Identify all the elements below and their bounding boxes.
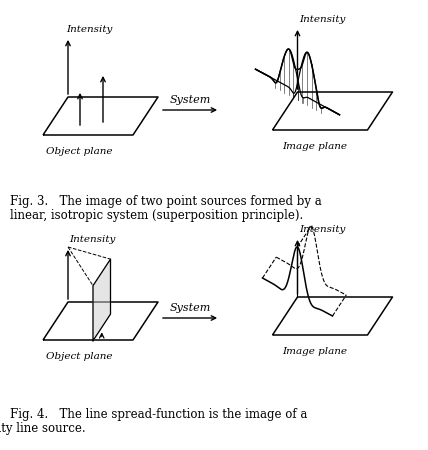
Text: linear, isotropic system (superposition principle).: linear, isotropic system (superposition …: [10, 209, 303, 222]
Text: Intensity: Intensity: [66, 25, 113, 34]
Text: System: System: [169, 95, 211, 105]
Text: Fig. 3.   The image of two point sources formed by a: Fig. 3. The image of two point sources f…: [10, 195, 322, 208]
Polygon shape: [93, 259, 110, 341]
Text: Image plane: Image plane: [282, 347, 348, 356]
Text: Object plane: Object plane: [46, 352, 113, 361]
Text: unit intensity line source.: unit intensity line source.: [0, 422, 86, 435]
Text: Intensity: Intensity: [300, 225, 346, 234]
Text: Fig. 4.   The line spread-function is the image of a: Fig. 4. The line spread-function is the …: [10, 408, 307, 421]
Text: Intensity: Intensity: [300, 15, 346, 24]
Text: Object plane: Object plane: [46, 147, 113, 156]
Text: Image plane: Image plane: [282, 142, 348, 151]
Text: Intensity: Intensity: [69, 235, 116, 244]
Text: System: System: [169, 303, 211, 313]
